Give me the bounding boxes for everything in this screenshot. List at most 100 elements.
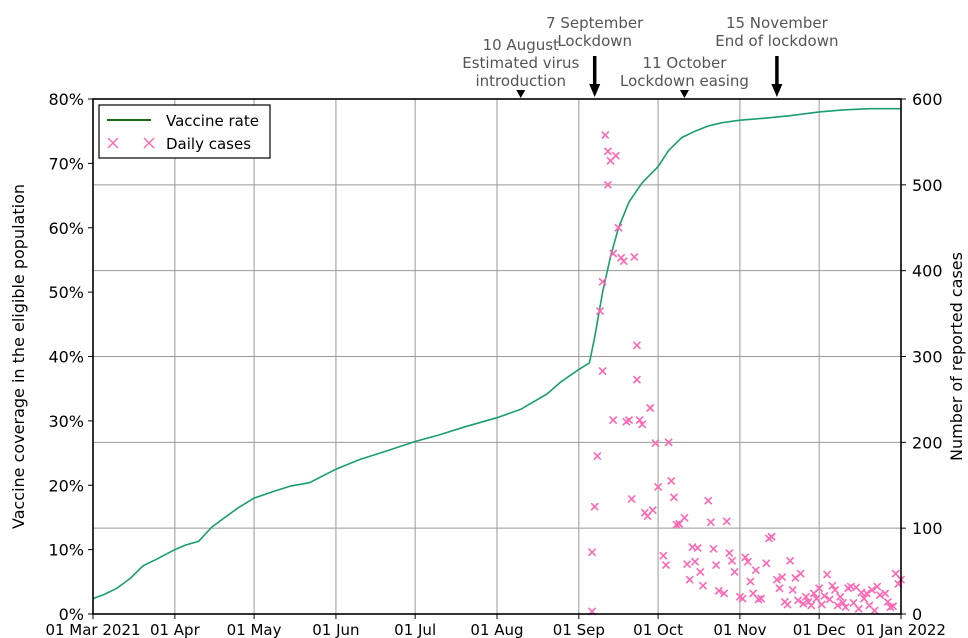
daily-cases-point bbox=[638, 420, 647, 429]
daily-cases-point bbox=[862, 589, 871, 598]
y-left-tick-label: 30% bbox=[48, 412, 84, 431]
y-right-axis-label: Number of reported cases bbox=[947, 252, 966, 461]
annotation-text: 7 September bbox=[546, 14, 644, 32]
legend-label: Vaccine rate bbox=[166, 112, 259, 130]
daily-cases-point bbox=[778, 573, 787, 582]
daily-cases-point bbox=[867, 585, 877, 595]
daily-cases-point bbox=[730, 567, 739, 577]
annotation-marker bbox=[516, 90, 526, 98]
x-tick-label: 01 Sep bbox=[553, 621, 605, 638]
daily-cases-point bbox=[648, 506, 657, 515]
daily-cases-point bbox=[593, 452, 602, 461]
daily-cases-point bbox=[651, 439, 660, 448]
daily-cases-point bbox=[635, 415, 644, 425]
daily-cases-point bbox=[775, 584, 784, 593]
y-left-tick-label: 0% bbox=[59, 605, 84, 624]
daily-cases-point bbox=[595, 306, 605, 316]
daily-cases-point bbox=[841, 603, 850, 612]
x-tick-label: 01 Dec bbox=[793, 621, 846, 638]
x-tick-label: 01 Apr bbox=[150, 621, 201, 638]
daily-cases-point bbox=[611, 151, 620, 160]
annotation-text: Lockdown easing bbox=[620, 72, 749, 90]
daily-cases-point bbox=[661, 561, 671, 570]
daily-cases-point bbox=[751, 566, 760, 575]
annotation-text: 11 October bbox=[643, 54, 728, 72]
daily-cases-point bbox=[632, 375, 642, 384]
annotation-text: Estimated virus bbox=[462, 54, 579, 72]
daily-cases-point bbox=[712, 561, 721, 570]
daily-cases-point bbox=[881, 589, 890, 598]
annotation-text: End of lockdown bbox=[715, 32, 838, 50]
daily-cases-point bbox=[828, 581, 837, 590]
daily-cases-point bbox=[830, 585, 840, 595]
daily-cases-point bbox=[754, 595, 763, 604]
daily-cases-point bbox=[704, 496, 713, 505]
daily-cases-point bbox=[659, 551, 668, 560]
daily-cases-point bbox=[598, 367, 607, 376]
daily-cases-point bbox=[796, 569, 805, 578]
daily-cases-point bbox=[727, 556, 737, 565]
daily-cases-point bbox=[820, 591, 829, 601]
daily-cases-point bbox=[598, 277, 607, 286]
y-left-tick-label: 10% bbox=[48, 541, 84, 560]
daily-cases-point bbox=[859, 594, 869, 603]
daily-cases-point bbox=[756, 594, 766, 603]
daily-cases-point bbox=[680, 513, 689, 522]
daily-cases-point bbox=[822, 570, 832, 579]
legend-marker-swatch bbox=[107, 137, 119, 149]
daily-cases-series bbox=[587, 130, 906, 616]
daily-cases-point bbox=[801, 592, 811, 601]
daily-cases-point bbox=[767, 532, 776, 541]
daily-cases-point bbox=[870, 606, 879, 615]
x-tick-label: 01 Aug bbox=[470, 621, 523, 638]
daily-cases-point bbox=[669, 493, 678, 502]
daily-cases-point bbox=[619, 257, 628, 266]
daily-cases-point bbox=[603, 147, 612, 156]
y-left-tick-label: 40% bbox=[48, 348, 84, 367]
chart-axes: 01 Mar 2021 01 Apr 01 May 01 Jun 01 Jul 01 Au… bbox=[9, 90, 966, 638]
y-right-tick-label: 400 bbox=[912, 262, 943, 281]
y-right-tick-label: 200 bbox=[912, 433, 943, 452]
daily-cases-point bbox=[873, 582, 882, 591]
daily-cases-point bbox=[714, 586, 723, 595]
daily-cases-point bbox=[825, 595, 834, 604]
chart-grid bbox=[92, 98, 902, 615]
y-left-tick-label: 20% bbox=[48, 476, 84, 495]
y-right-tick-label: 100 bbox=[912, 519, 943, 538]
daily-cases-point bbox=[743, 557, 752, 566]
x-tick-label: 01 Mar 2021 bbox=[45, 621, 140, 638]
daily-cases-point bbox=[772, 575, 781, 584]
x-tick-label: 01 Nov bbox=[713, 621, 766, 638]
daily-cases-point bbox=[609, 249, 618, 258]
y-left-tick-label: 50% bbox=[48, 283, 84, 302]
x-tick-label: 01 Jun bbox=[312, 621, 359, 638]
daily-cases-point bbox=[627, 494, 636, 504]
legend-label: Daily cases bbox=[166, 135, 251, 153]
daily-cases-point bbox=[889, 602, 898, 611]
daily-cases-point bbox=[788, 585, 797, 595]
annotation-marker bbox=[679, 90, 689, 98]
daily-cases-point bbox=[609, 415, 618, 425]
daily-cases-point bbox=[793, 596, 803, 605]
chart-legend: Vaccine rate Daily cases bbox=[98, 104, 271, 159]
daily-cases-point bbox=[664, 438, 673, 447]
annotation-text: 10 August bbox=[483, 36, 559, 54]
daily-cases-point bbox=[667, 476, 676, 486]
y-right-tick-label: 300 bbox=[912, 348, 943, 367]
daily-cases-point bbox=[725, 548, 734, 558]
y-left-axis-label: Vaccine coverage in the eligible populat… bbox=[9, 184, 28, 529]
x-tick-label: 01 Jul bbox=[394, 621, 436, 638]
daily-cases-point bbox=[672, 520, 681, 529]
y-left-tick-label: 80% bbox=[48, 90, 84, 109]
daily-cases-point bbox=[817, 600, 826, 609]
x-tick-label: 01 Oct bbox=[633, 621, 683, 638]
daily-cases-point bbox=[706, 518, 715, 527]
y-left-tick-label: 60% bbox=[48, 219, 84, 238]
daily-cases-point bbox=[786, 556, 795, 565]
daily-cases-point bbox=[886, 603, 895, 612]
